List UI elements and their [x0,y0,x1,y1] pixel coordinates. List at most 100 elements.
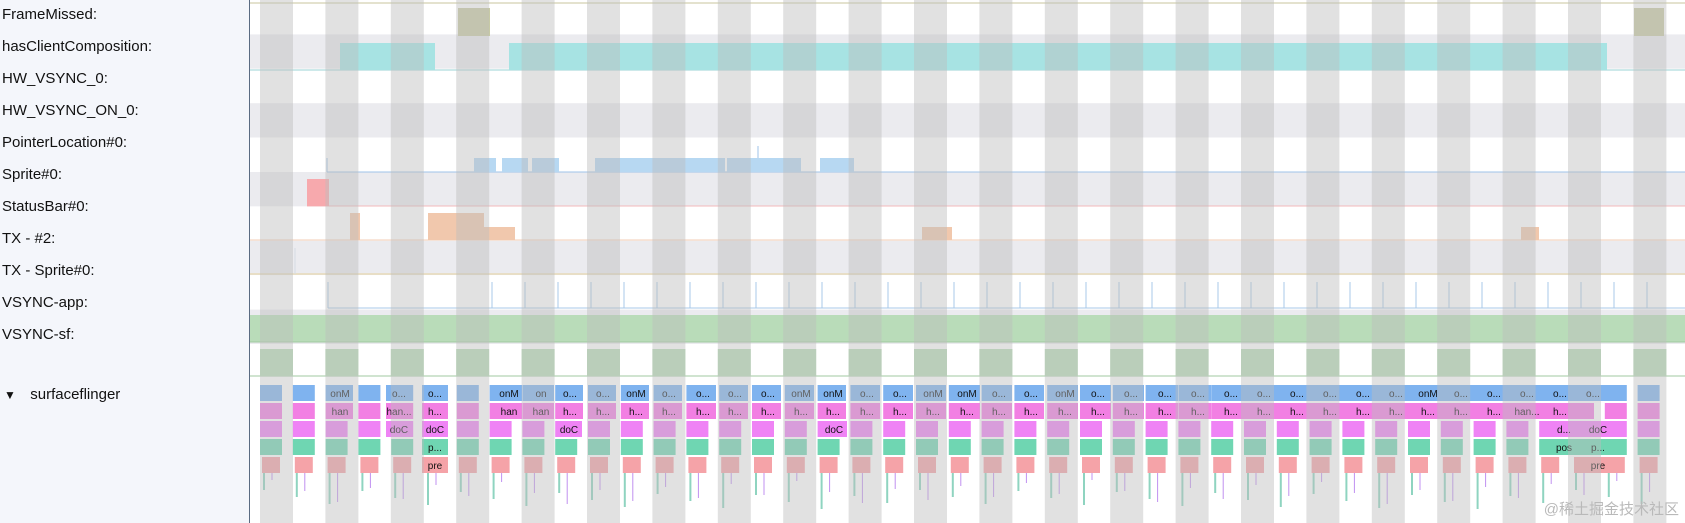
slice-bar[interactable] [1145,439,1168,455]
slice-bar[interactable] [1342,421,1365,437]
slice-bar[interactable] [1375,439,1398,455]
slice-bar[interactable] [754,457,772,473]
client-composition-block[interactable] [340,43,435,70]
slice-bar[interactable] [916,421,938,437]
main-thread-slice[interactable] [590,385,616,401]
slice-bar[interactable] [292,439,315,455]
handler-slice[interactable] [920,403,946,419]
pointer-location-block[interactable] [502,158,528,172]
handler-slice[interactable] [557,403,583,419]
slice-bar[interactable] [1473,439,1496,455]
slice-bar[interactable] [1508,457,1527,473]
pointer-location-block[interactable] [532,158,559,172]
slice-bar[interactable] [260,439,282,455]
slice-bar[interactable] [588,421,610,437]
slice-bar[interactable] [620,439,643,455]
pointer-location-block[interactable] [695,158,725,172]
pre-composition-slice[interactable] [422,457,448,473]
slice-bar[interactable] [1178,439,1201,455]
handler-slice[interactable] [954,403,980,419]
slice-bar[interactable] [1147,457,1166,473]
vsync-sf-pulse[interactable] [260,349,293,376]
handler-slice[interactable] [1085,403,1111,419]
slice-bar[interactable] [456,385,479,401]
slice-bar[interactable] [981,439,1004,455]
slice-bar[interactable] [653,421,676,437]
slice-bar[interactable] [817,439,840,455]
main-thread-slice[interactable] [1350,385,1376,401]
main-thread-slice[interactable] [1251,385,1277,401]
timeline-area[interactable]: onM o... o... onM on o... o... onM o... o... o... o… [250,0,1685,523]
main-thread-slice[interactable] [1118,385,1144,401]
slice-bar[interactable] [1016,457,1035,473]
slice-bar[interactable] [1375,421,1398,437]
pointer-location-block[interactable] [662,158,695,172]
process-header-surfaceflinger[interactable]: ▼ surfaceflinger [4,386,120,403]
slice-bar[interactable] [1244,439,1266,455]
handler-slice[interactable] [590,403,616,419]
handler-slice[interactable] [1514,403,1540,419]
pointer-location-block[interactable] [760,158,801,172]
slice-bar[interactable] [522,439,545,455]
main-thread-slice[interactable] [920,385,946,401]
slice-bar[interactable] [1604,385,1627,401]
main-thread-slice[interactable] [623,385,649,401]
slice-bar[interactable] [456,421,479,437]
slice-bar[interactable] [358,439,381,455]
slice-bar[interactable] [325,439,348,455]
timeline-canvas[interactable]: onM o... o... onM on o... o... onM o... o... o... o… [250,0,1685,523]
handler-slice[interactable] [528,403,554,419]
status-bar-block[interactable] [922,227,952,240]
main-thread-slice[interactable] [1018,385,1044,401]
frame-missed-block[interactable] [1634,8,1664,36]
handler-slice[interactable] [1383,403,1409,419]
frame-missed-block[interactable] [458,8,490,36]
slice-bar[interactable] [1408,439,1430,455]
post-composition-slice[interactable] [422,439,448,455]
main-thread-slice[interactable] [722,385,748,401]
main-thread-slice[interactable] [986,385,1012,401]
pointer-location-block[interactable] [820,158,854,172]
slice-bar[interactable] [458,457,477,473]
main-thread-slice[interactable] [820,385,846,401]
main-thread-slice[interactable] [422,385,448,401]
main-thread-slice[interactable] [1152,385,1178,401]
main-thread-slice[interactable] [1284,385,1310,401]
main-thread-slice[interactable] [557,385,583,401]
slice-bar[interactable] [752,421,774,437]
slice-bar[interactable] [1639,457,1658,473]
main-thread-slice[interactable] [1481,385,1507,401]
composite-slice[interactable] [422,421,448,437]
sprite-block[interactable] [307,179,329,206]
slice-bar[interactable] [686,439,709,455]
slice-bar[interactable] [489,421,512,437]
slice-bar[interactable] [948,439,971,455]
handler-slice[interactable] [854,403,880,419]
slice-bar[interactable] [1377,457,1396,473]
main-thread-slice[interactable] [854,385,880,401]
vsync-sf-pulse[interactable] [1306,349,1340,376]
handler-slice[interactable] [1284,403,1310,419]
slice-bar[interactable] [524,457,543,473]
slice-bar[interactable] [981,421,1004,437]
main-thread-slice[interactable] [1085,385,1111,401]
slice-bar[interactable] [1309,439,1332,455]
post-composition-slice[interactable] [1551,439,1577,455]
slice-bar[interactable] [786,457,805,473]
slice-bar[interactable] [688,457,707,473]
main-thread-slice[interactable] [1185,385,1211,401]
slice-bar[interactable] [1014,439,1037,455]
handler-slice[interactable] [722,403,748,419]
slice-bar[interactable] [1506,421,1529,437]
slice-bar[interactable] [819,457,838,473]
slice-bar[interactable] [1475,457,1494,473]
main-thread-slice[interactable] [1580,385,1606,401]
main-thread-slice[interactable] [1218,385,1244,401]
slice-bar[interactable] [1637,439,1660,455]
slice-bar[interactable] [260,385,282,401]
status-bar-block[interactable] [1521,227,1539,240]
slice-bar[interactable] [358,403,381,419]
slice-bar[interactable] [622,457,641,473]
slice-bar[interactable] [1145,421,1168,437]
slice-bar[interactable] [916,439,938,455]
